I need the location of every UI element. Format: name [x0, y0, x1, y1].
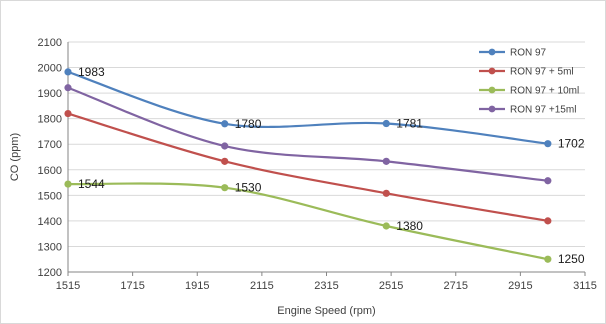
y-tick-label: 1600	[38, 165, 62, 177]
y-tick-label: 1300	[38, 241, 62, 253]
legend-marker	[488, 86, 496, 94]
x-axis-title: Engine Speed (rpm)	[277, 305, 375, 317]
legend-marker	[488, 48, 496, 56]
x-tick-label: 2915	[508, 280, 532, 292]
legend-marker	[488, 67, 496, 75]
data-label: 1781	[396, 117, 423, 131]
x-tick-label: 2315	[314, 280, 338, 292]
x-tick-label: 1715	[120, 280, 144, 292]
series-line-2	[67, 182, 549, 261]
y-tick-label: 1500	[38, 190, 62, 202]
data-label: 1702	[558, 137, 585, 151]
data-point	[544, 177, 552, 185]
data-point	[221, 142, 229, 150]
series-line-0	[67, 70, 548, 145]
data-label: 1250	[558, 252, 585, 266]
y-axis-title: CO (ppm)	[9, 133, 21, 181]
y-tick-label: 2100	[38, 37, 62, 49]
data-label: 1380	[396, 219, 423, 233]
legend-label: RON 97 +15ml	[510, 105, 576, 116]
data-point	[544, 255, 552, 263]
data-point	[221, 157, 229, 165]
series-line-1	[67, 112, 549, 222]
x-tick-label: 1915	[185, 280, 209, 292]
data-point	[382, 119, 390, 128]
data-label: 1530	[235, 181, 262, 195]
series-line-3	[67, 86, 548, 182]
data-point	[544, 217, 552, 225]
x-tick-label: 2115	[250, 280, 274, 292]
data-label: 1983	[78, 65, 105, 79]
y-tick-label: 2000	[38, 63, 62, 75]
x-tick-label: 3115	[573, 280, 597, 292]
legend-label: RON 97	[510, 48, 547, 59]
data-point	[221, 120, 229, 128]
y-tick-label: 1400	[38, 216, 62, 228]
legend-label: RON 97 + 10ml	[510, 86, 579, 97]
x-tick-label: 2715	[444, 280, 468, 292]
y-tick-label: 1700	[38, 139, 62, 151]
y-tick-label: 1800	[38, 114, 62, 126]
legend-label: RON 97 + 5ml	[510, 67, 574, 78]
x-tick-label: 2515	[379, 280, 403, 292]
data-point	[221, 184, 229, 192]
y-tick-label: 1900	[38, 88, 62, 100]
x-tick-label: 1515	[56, 280, 80, 292]
data-point	[64, 68, 72, 76]
data-point	[64, 84, 72, 92]
data-point	[382, 157, 390, 165]
data-point	[64, 109, 72, 118]
data-point	[64, 180, 72, 188]
data-point	[382, 189, 390, 197]
y-tick-label: 1200	[38, 267, 62, 279]
legend-marker	[488, 105, 496, 113]
data-point	[382, 222, 390, 230]
data-point	[544, 140, 552, 148]
data-label: 1780	[235, 117, 262, 131]
data-label: 1544	[78, 177, 105, 191]
